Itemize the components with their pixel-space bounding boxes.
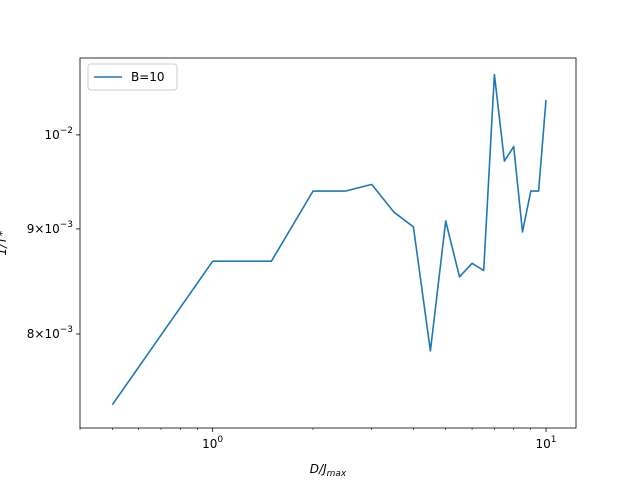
series-group (111, 73, 547, 406)
y-axis-label: 1/T* (0, 230, 9, 255)
series-line (111, 73, 547, 406)
x-axis: 100 101 (79, 428, 557, 451)
x-tick-label: 101 (536, 435, 557, 451)
x-axis-label: D/Jmax (310, 462, 347, 479)
legend: B=10 (87, 63, 178, 91)
y-tick-label: 8×10−3 (27, 325, 73, 341)
legend-label: B=10 (131, 70, 165, 84)
y-tick-label: 9×10−3 (27, 220, 73, 236)
y-axis: 8×10−3 9×10−3 10−2 (27, 126, 80, 341)
y-tick-label: 10−2 (44, 126, 73, 142)
plot-area (79, 57, 577, 429)
x-tick-label: 100 (202, 435, 223, 451)
legend-box (87, 63, 178, 91)
